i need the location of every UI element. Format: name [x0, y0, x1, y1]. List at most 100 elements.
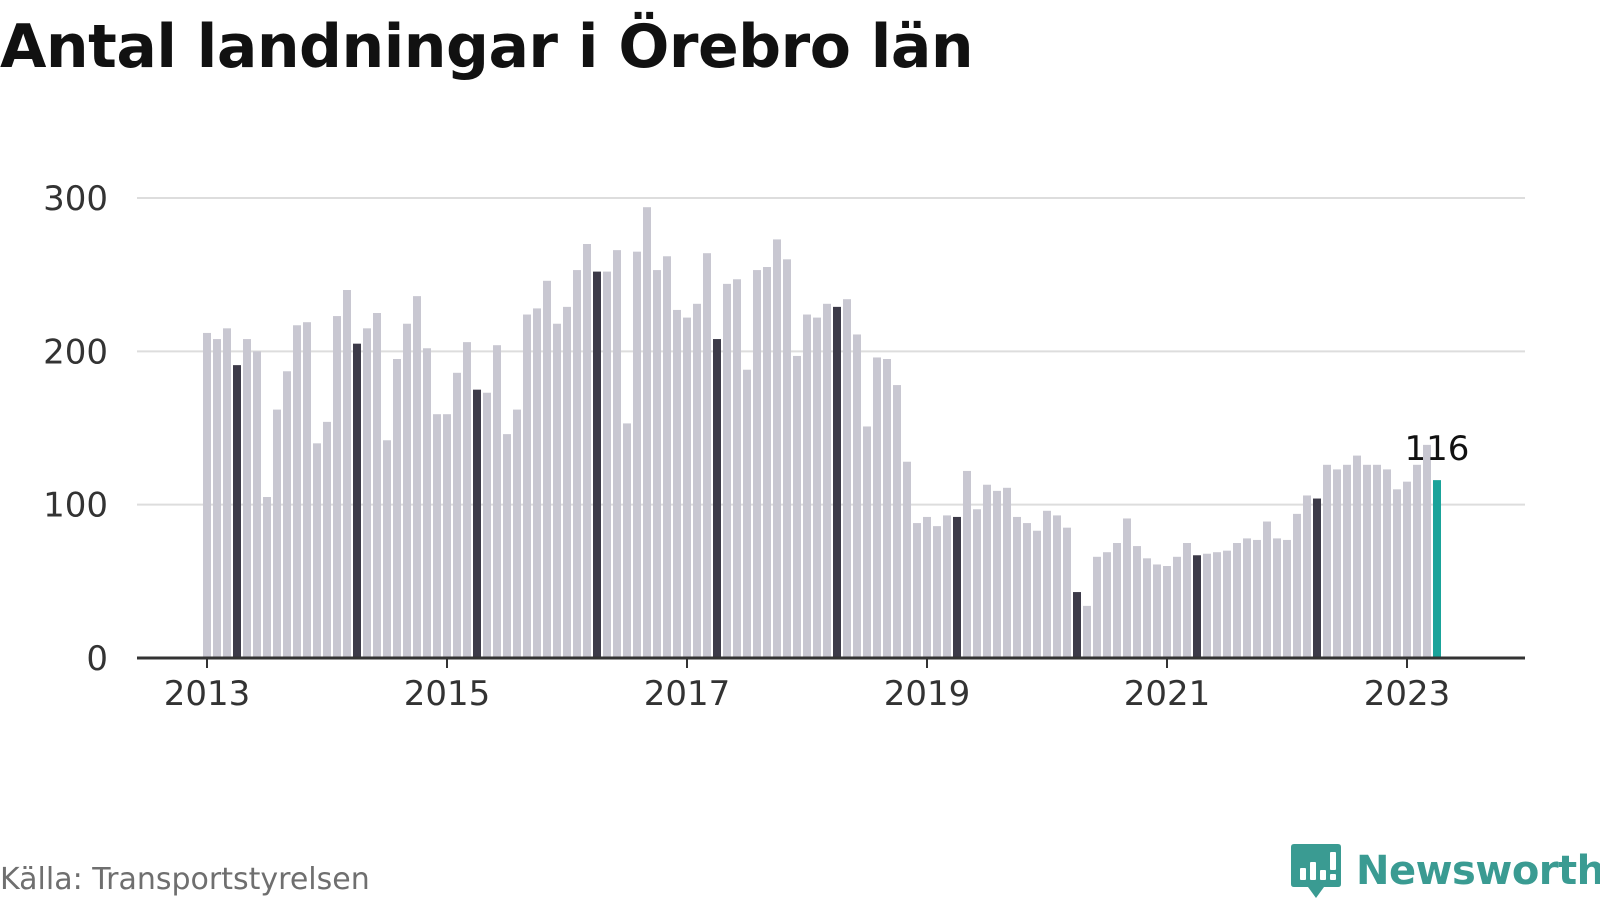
bar — [1043, 510, 1051, 658]
bar — [1363, 464, 1371, 658]
bar — [1233, 543, 1241, 658]
bar — [393, 359, 401, 658]
bar — [1003, 487, 1011, 658]
bar — [1293, 513, 1301, 658]
bar — [453, 372, 461, 658]
x-tick-label: 2019 — [884, 674, 971, 714]
bar — [1243, 538, 1251, 658]
bar — [533, 308, 541, 658]
bar — [623, 423, 631, 658]
bar — [1333, 469, 1341, 658]
bar — [463, 342, 471, 658]
source-note: Källa: Transportstyrelsen — [0, 862, 370, 897]
bar — [683, 317, 691, 658]
bar — [1263, 521, 1271, 658]
bar — [693, 303, 701, 658]
bar — [1033, 530, 1041, 658]
bar — [1073, 592, 1081, 658]
bar — [233, 365, 241, 658]
bar — [1023, 523, 1031, 658]
bar — [1143, 558, 1151, 658]
bar — [493, 345, 501, 658]
bar — [993, 490, 1001, 658]
bar — [763, 267, 771, 658]
bar — [253, 351, 261, 658]
bar — [653, 270, 661, 658]
bar — [1163, 566, 1171, 658]
bar — [1133, 546, 1141, 658]
bar — [973, 509, 981, 658]
bar — [503, 434, 511, 658]
bar — [523, 314, 531, 658]
bar — [663, 256, 671, 658]
bar — [413, 296, 421, 658]
bar — [273, 409, 281, 658]
bar — [563, 306, 571, 658]
bar — [313, 443, 321, 658]
bar — [1253, 539, 1261, 658]
bar — [283, 371, 291, 658]
bar — [613, 250, 621, 658]
bar — [843, 299, 851, 658]
bar — [923, 516, 931, 658]
bar — [1063, 527, 1071, 658]
bar — [723, 283, 731, 658]
bar — [903, 461, 911, 658]
x-tick-label: 2023 — [1364, 674, 1451, 714]
bar — [293, 325, 301, 658]
bar — [1223, 550, 1231, 658]
x-tick-label: 2021 — [1124, 674, 1211, 714]
bar — [1353, 455, 1361, 658]
chart-title: Antal landningar i Örebro län — [0, 12, 974, 82]
bar — [353, 343, 361, 658]
bar — [773, 239, 781, 658]
bar — [1403, 481, 1411, 658]
bar — [1153, 564, 1161, 658]
y-tick-label: 300 — [43, 179, 108, 219]
bar — [593, 271, 601, 658]
bar — [643, 207, 651, 658]
bar — [933, 526, 941, 658]
bar — [1053, 515, 1061, 658]
bar — [1393, 489, 1401, 658]
bar — [803, 314, 811, 658]
brand-logo[interactable]: Newsworthy — [1290, 842, 1600, 900]
bar — [1383, 469, 1391, 658]
bar — [1303, 495, 1311, 658]
bar — [783, 259, 791, 658]
value-annotation: 116 — [1405, 429, 1470, 469]
bar — [1273, 538, 1281, 658]
bar — [753, 270, 761, 658]
bar — [473, 389, 481, 658]
bar — [913, 523, 921, 658]
bar — [1343, 464, 1351, 658]
bar — [603, 271, 611, 658]
bar — [813, 317, 821, 658]
bar — [853, 334, 861, 658]
bar — [983, 484, 991, 658]
y-tick-label: 100 — [43, 486, 108, 526]
bar — [1283, 539, 1291, 658]
bar — [213, 339, 221, 658]
bar — [883, 359, 891, 658]
bar — [713, 339, 721, 658]
brand-name: Newsworthy — [1356, 848, 1600, 894]
bar — [1113, 543, 1121, 658]
bar — [363, 328, 371, 658]
x-tick-label: 2015 — [404, 674, 491, 714]
bar — [553, 323, 561, 658]
bar — [823, 303, 831, 658]
bar — [1013, 516, 1021, 658]
bar — [223, 328, 231, 658]
bar — [323, 421, 331, 658]
bar — [1083, 605, 1091, 658]
bar — [583, 244, 591, 658]
bar — [1203, 553, 1211, 658]
bar — [303, 322, 311, 658]
bar — [1123, 518, 1131, 658]
bar — [1213, 552, 1221, 658]
bar — [333, 316, 341, 658]
bar — [873, 357, 881, 658]
bar — [833, 306, 841, 658]
bar — [543, 280, 551, 658]
